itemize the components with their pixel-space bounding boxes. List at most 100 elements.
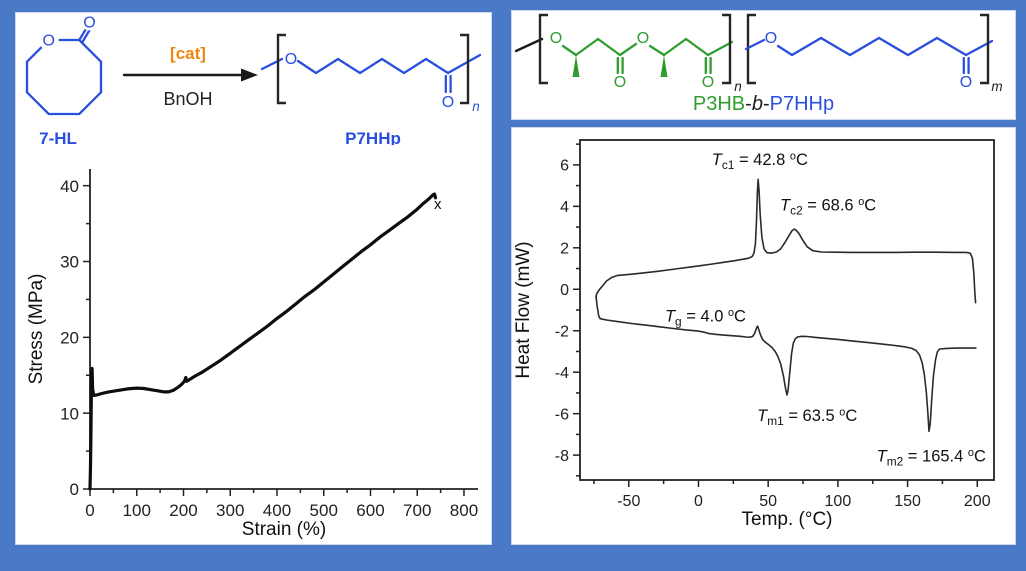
stress-strain-curve xyxy=(88,192,438,491)
repeat-subscript-m: m xyxy=(991,79,1002,94)
ether-oxygen-atom: O xyxy=(285,51,297,68)
plot-frame xyxy=(579,139,995,481)
arrow-head xyxy=(241,68,258,82)
x-axis-title: Temp. (°C) xyxy=(742,509,833,530)
annotation-c2: Tc2 = 68.6 oC xyxy=(780,196,876,218)
annotation-m2: Tm2 = 165.4 oC xyxy=(877,447,986,469)
y-tick-label: 0 xyxy=(70,480,79,499)
carbonyl-bond xyxy=(78,26,88,42)
x-tick-label: 800 xyxy=(450,501,478,520)
p7hhp-right-bracket xyxy=(980,13,990,85)
carbonyl-double-bond xyxy=(81,27,92,43)
y-axis-title: Heat Flow (mW) xyxy=(513,241,534,378)
y-axis-title: Stress (MPa) xyxy=(26,274,47,385)
chain-stub xyxy=(744,38,766,51)
p7hhp-left-bracket xyxy=(746,13,756,85)
x-tick-label: 150 xyxy=(894,493,921,510)
carbonyl-oxygen-atom: O xyxy=(442,94,454,111)
y-tick-label: 20 xyxy=(60,328,79,347)
block-copolymer-structure: O O O O n O xyxy=(514,13,1003,94)
atom-mask xyxy=(81,13,98,31)
p3hb-bond xyxy=(618,42,638,57)
alkyl-chain-bonds xyxy=(296,57,450,75)
copolymer-name-p3hb: P3HB xyxy=(692,93,746,115)
x-tick-label: 200 xyxy=(964,493,991,510)
repeat-subscript-n: n xyxy=(472,99,480,114)
x-tick-label: 200 xyxy=(169,501,197,520)
initiator-label: BnOH xyxy=(163,89,212,109)
p7hhp-alkyl-chain xyxy=(776,36,968,57)
p3hb-exit-bond xyxy=(706,40,734,57)
chain-stub-left xyxy=(514,37,544,53)
lactone-ring-bonds xyxy=(25,38,103,116)
p3hb-bond xyxy=(648,44,666,57)
y-tick-label: 4 xyxy=(560,199,569,216)
reaction-arrow xyxy=(122,68,258,82)
copolymer-name-b: b xyxy=(751,93,763,115)
x-tick-label: -50 xyxy=(617,493,640,510)
block-copolymer-panel: O O O O n O xyxy=(511,10,1016,120)
right-bracket xyxy=(460,33,470,105)
monomer-label: 7-HL xyxy=(39,129,77,145)
annotation-x: x xyxy=(434,196,442,213)
repeat-subscript-n: n xyxy=(734,79,742,94)
product-structure-p7hhp: O O n xyxy=(260,33,482,114)
copolymer-name: P3HB-b-P7HHp xyxy=(512,93,1015,116)
p3hb-right-bracket xyxy=(722,13,732,85)
ether-oxygen-atom: O xyxy=(550,30,562,47)
x-tick-label: 600 xyxy=(356,501,384,520)
ether-oxygen-atom: O xyxy=(765,30,777,47)
y-tick-label: -4 xyxy=(555,365,569,382)
copolymer-name-dash: - xyxy=(745,93,752,115)
carbonyl-oxygen-atom: O xyxy=(960,74,972,91)
y-tick-label: 0 xyxy=(560,282,569,299)
x-tick-label: 100 xyxy=(825,493,852,510)
x-tick-label: 400 xyxy=(263,501,291,520)
annotation-m1: Tm1 = 63.5 oC xyxy=(757,406,857,428)
x-tick-label: 500 xyxy=(310,501,338,520)
dsc-thermogram-chart: -50 0 50 100 150 200 -8 -6 -4 -2 0 2 4 6 Temp. (°C) Hea… xyxy=(513,139,995,530)
y-tick-label: 6 xyxy=(560,158,569,175)
y-tick-label: 40 xyxy=(60,177,79,196)
y-tick-label: -8 xyxy=(555,448,569,465)
carbonyl-oxygen-atom: O xyxy=(702,74,714,91)
y-tick-label: 30 xyxy=(60,253,79,272)
monomer-structure-7hl: O O xyxy=(25,13,103,116)
p3hb-backbone xyxy=(574,37,622,57)
dsc-heating-curve xyxy=(595,295,977,433)
x-tick-label: 50 xyxy=(759,493,777,510)
ring-oxygen-atom: O xyxy=(42,33,54,50)
methyl-wedge xyxy=(660,55,668,77)
product-label: P7HHp xyxy=(345,129,401,145)
reaction-scheme: O O 7-HL [cat] BnOH O O n xyxy=(25,13,482,145)
dsc-panel: -50 0 50 100 150 200 -8 -6 -4 -2 0 2 4 6 Temp. (°C) Hea… xyxy=(511,127,1016,545)
x-tick-label: 700 xyxy=(403,501,431,520)
methyl-wedge xyxy=(572,55,580,77)
dsc-cooling-curve xyxy=(595,178,977,304)
annotation-g: Tg = 4.0 oC xyxy=(665,307,746,329)
copolymer-name-dash: - xyxy=(762,93,770,115)
y-tick-label: -2 xyxy=(555,323,569,340)
y-tick-label: 2 xyxy=(560,241,569,258)
atom-mask xyxy=(38,30,59,50)
ester-oxygen-atom: O xyxy=(637,30,649,47)
axes xyxy=(89,169,478,490)
carbonyl-oxygen-atom: O xyxy=(83,15,95,32)
x-tick-label: 300 xyxy=(216,501,244,520)
chain-stub-right xyxy=(446,53,482,75)
x-tick-label: 0 xyxy=(694,493,703,510)
y-tick-label: 10 xyxy=(60,404,79,423)
catalyst-label: [cat] xyxy=(170,44,206,63)
carbonyl-oxygen-atom: O xyxy=(614,74,626,91)
p3hb-left-bracket xyxy=(538,13,548,85)
p3hb-bond xyxy=(561,44,578,57)
stress-strain-chart: 0 100 200 300 400 500 600 700 800 0 10 20 30 40 Strain… xyxy=(26,169,478,540)
diblock-structure: O O O O n O xyxy=(514,13,1003,94)
x-axis-title: Strain (%) xyxy=(242,519,326,540)
x-tick-label: 0 xyxy=(85,501,94,520)
copolymer-name-p7hhp: P7HHp xyxy=(769,93,835,115)
y-tick-label: -6 xyxy=(555,406,569,423)
left-bracket xyxy=(276,33,286,105)
p3hb-backbone xyxy=(662,37,710,57)
